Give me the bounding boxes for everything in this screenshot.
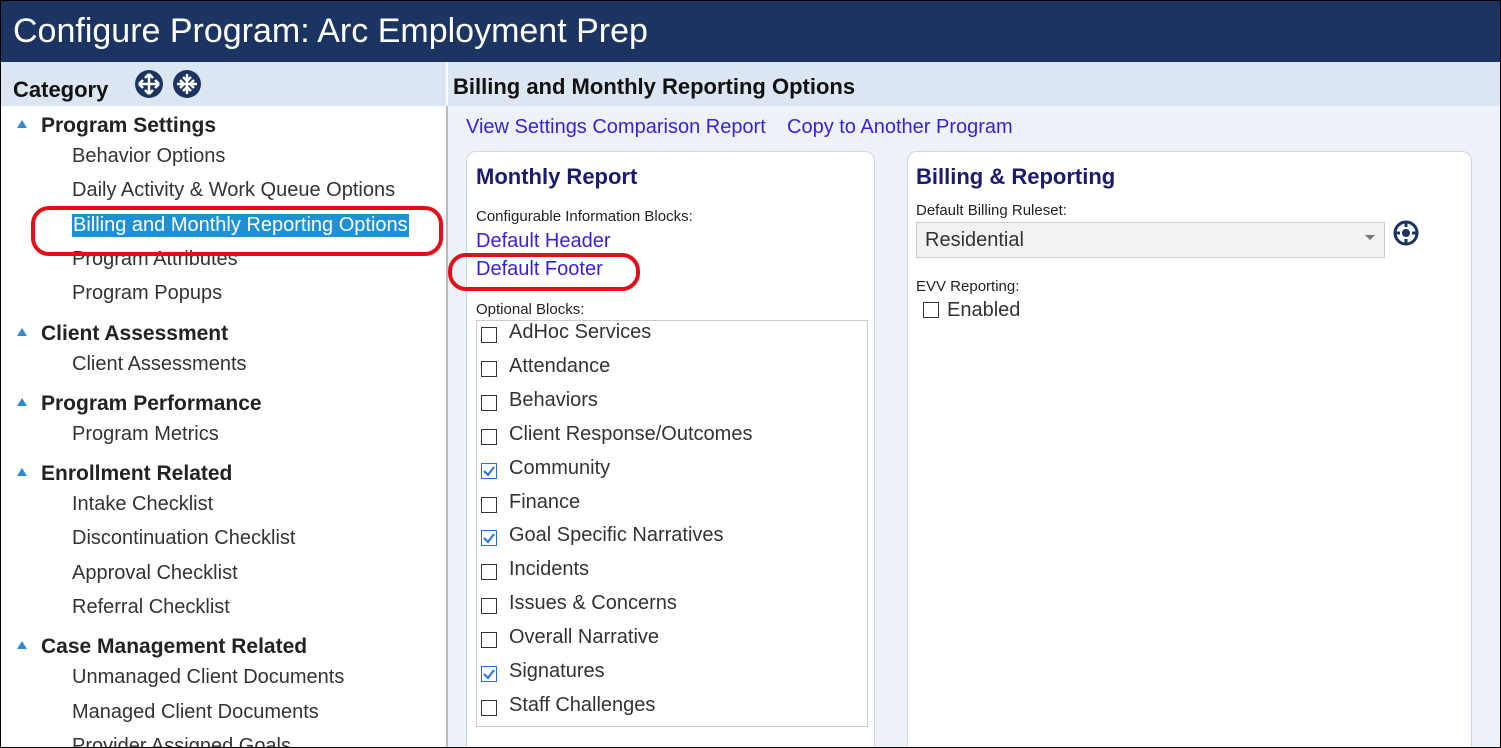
group-label[interactable]: Program Performance [41,391,262,415]
checkbox-label: Incidents [509,558,590,581]
group-label[interactable]: Client Assessment [41,321,229,345]
checkbox[interactable] [481,598,497,615]
checkbox[interactable] [481,327,497,343]
checkbox-label: Behaviors [509,388,598,411]
checkbox[interactable] [481,699,497,716]
expand-arrow[interactable] [17,641,27,650]
category-tree: Program Settings Behavior Options Daily Ac… [1,106,448,747]
expand-arrow[interactable] [17,468,27,477]
ruleset-value: Residential [925,229,1024,251]
settings-icon[interactable] [1393,220,1419,246]
checkbox[interactable] [481,428,497,445]
category-item[interactable]: Unmanaged Client Documents [72,666,345,689]
block-link[interactable]: Default Footer [476,258,603,280]
checkbox-label: Attendance [509,354,611,377]
checkbox-label: Issues & Concerns [509,592,677,615]
expand-collapse-icons[interactable] [134,69,206,101]
section-title: Billing and Monthly Reporting Options [453,74,856,99]
expand-arrow[interactable] [17,327,27,336]
checkbox-label: Overall Narrative [509,626,660,649]
sidebar-header [1,62,446,106]
expand-arrow[interactable] [17,397,27,406]
checkbox[interactable] [481,496,497,513]
checkbox-label: Finance [509,490,581,513]
checkbox-label: Client Response/Outcomes [509,422,753,445]
checkbox[interactable] [481,462,497,479]
field-label: EVV Reporting: [916,278,1020,295]
checkbox-label: Community [509,456,611,479]
group-label[interactable]: Program Settings [41,114,217,137]
sidebar-title: Category [13,77,109,102]
checkbox[interactable] [481,564,497,581]
optional-list [476,320,868,727]
checkbox-label: Signatures [509,660,605,682]
category-item[interactable]: Discontinuation Checklist [72,527,296,550]
field-label: Default Billing Ruleset: [916,202,1067,219]
category-item[interactable]: Program Popups [72,282,223,305]
card-title: Billing & Reporting [916,164,1116,189]
checkbox-label: Enabled [947,299,1021,321]
checkbox-label: AdHoc Services [509,321,652,343]
expand-arrow[interactable] [17,120,27,128]
category-item[interactable]: Client Assessments [72,352,247,375]
checkbox[interactable] [481,666,497,682]
category-item[interactable]: Billing and Monthly Reporting Options [72,213,409,237]
annotation-circle [31,206,443,256]
field-label: Optional Blocks: [476,301,585,318]
card-title: Monthly Report [476,164,638,189]
category-item[interactable]: Program Metrics [72,422,219,445]
checkbox[interactable] [481,394,497,411]
category-item[interactable]: Referral Checklist [72,596,230,618]
main-header [448,62,1500,106]
checkbox[interactable] [481,360,497,377]
checkbox-label: Goal Specific Narratives [509,524,724,547]
field-label: Configurable Information Blocks: [476,208,693,225]
link[interactable]: View Settings Comparison Report [466,116,766,138]
category-item[interactable]: Intake Checklist [72,493,214,516]
checkbox[interactable] [481,632,497,649]
annotation-circle [448,253,640,291]
checkbox[interactable] [481,530,497,547]
category-item[interactable]: Provider Assigned Goals [72,734,292,748]
dropdown-arrow [1365,235,1375,240]
page-title: Configure Program: Arc Employment Prep [1,1,1500,62]
link[interactable]: Copy to Another Program [787,116,1013,138]
category-item[interactable]: Managed Client Documents [72,700,319,723]
category-item[interactable]: Behavior Options [72,145,226,167]
group-label[interactable]: Enrollment Related [41,462,233,486]
category-item[interactable]: Daily Activity & Work Queue Options [72,179,396,202]
block-link[interactable]: Default Header [476,230,611,252]
checkbox[interactable] [923,302,939,318]
ruleset-select[interactable] [916,222,1385,258]
checkbox-label: Staff Challenges [509,693,656,716]
category-item[interactable]: Approval Checklist [72,561,238,584]
group-label[interactable]: Case Management Related [41,635,308,659]
